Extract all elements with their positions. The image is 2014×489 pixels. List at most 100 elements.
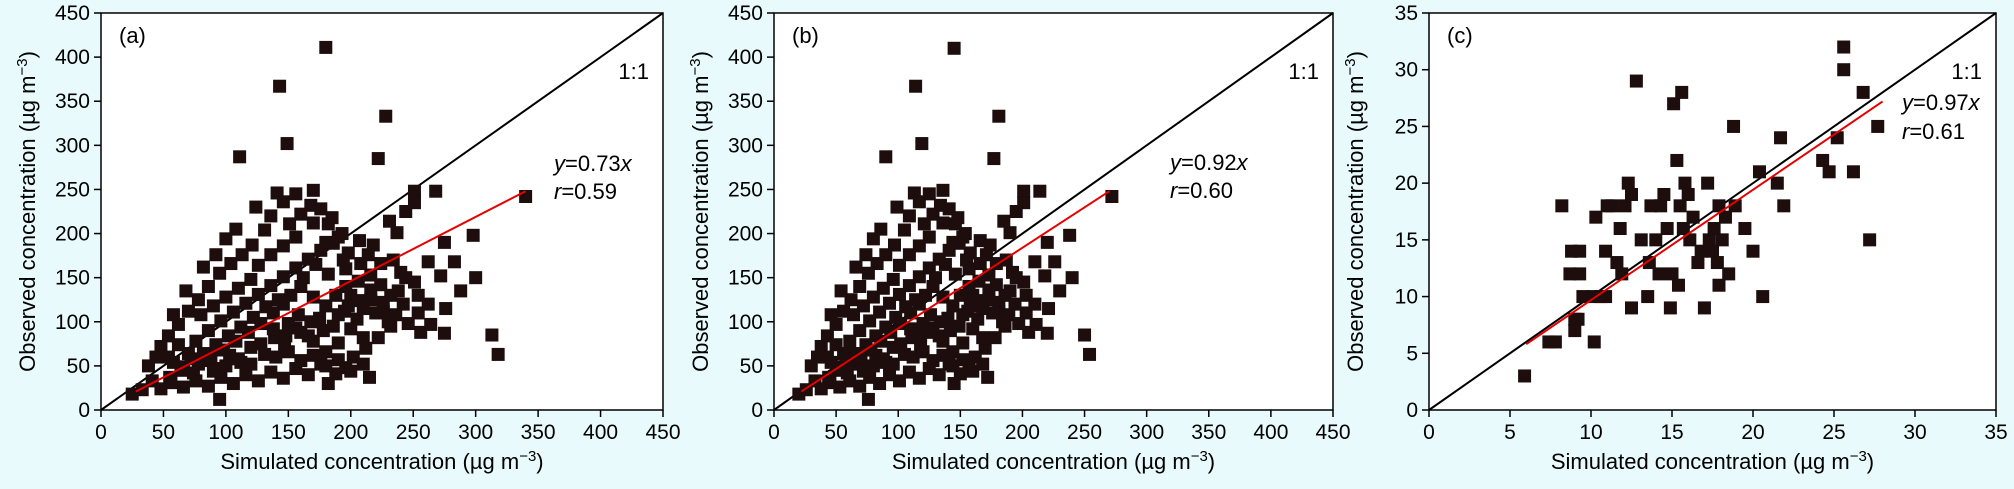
data-point (1573, 244, 1587, 258)
data-point (1599, 290, 1613, 304)
one-to-one-label: 1:1 (1951, 59, 1982, 84)
data-point (244, 357, 258, 371)
data-point (166, 355, 180, 369)
data-point (853, 324, 867, 338)
data-point (390, 226, 404, 240)
data-point (319, 235, 333, 249)
data-point (897, 223, 911, 237)
data-point (1712, 278, 1726, 292)
data-point (371, 331, 385, 345)
data-point (915, 137, 929, 151)
data-point (226, 377, 240, 391)
data-point (883, 296, 897, 310)
x-tick-label: 300 (458, 421, 493, 444)
data-point (289, 230, 303, 244)
data-point (326, 319, 340, 333)
data-point (1599, 244, 1613, 258)
data-point (928, 271, 942, 285)
x-axis-label: Simulated concentration (µg m−3) (1551, 448, 1874, 474)
data-point (1033, 184, 1047, 198)
data-point (439, 302, 453, 316)
data-point (294, 354, 308, 368)
data-point (329, 367, 343, 381)
y-tick-label: 15 (1395, 229, 1418, 252)
data-point (1618, 199, 1632, 213)
data-point (853, 279, 867, 293)
data-point (986, 306, 1000, 320)
data-point (319, 345, 333, 359)
data-point (946, 345, 960, 359)
regression-line (800, 190, 1110, 393)
x-tick-label: 250 (1067, 421, 1102, 444)
data-point (909, 293, 923, 307)
data-point (437, 235, 451, 249)
data-point (1728, 199, 1742, 213)
data-point (904, 322, 918, 336)
data-point (926, 325, 940, 339)
data-point (246, 310, 260, 324)
data-point (1605, 199, 1619, 213)
data-point (359, 341, 373, 355)
y-tick-label: 25 (1395, 115, 1418, 138)
data-point (926, 354, 940, 368)
x-tick-label: 200 (333, 421, 368, 444)
data-point (429, 184, 443, 198)
y-tick-label: 0 (751, 399, 763, 422)
data-point (947, 41, 961, 55)
data-point (932, 368, 946, 382)
data-point (1701, 176, 1715, 190)
fit-correlation: r=0.61 (1902, 119, 1965, 144)
y-axis-label: Observed concentration (µg m−3) (687, 51, 713, 372)
data-point (1694, 244, 1708, 258)
data-point (344, 364, 358, 378)
data-point (924, 308, 938, 322)
y-tick-label: 350 (55, 90, 90, 113)
data-point (336, 253, 350, 267)
one-to-one-label: 1:1 (618, 59, 649, 84)
data-point (981, 370, 995, 384)
data-point (1871, 119, 1885, 133)
data-point (912, 270, 926, 284)
data-point (363, 370, 377, 384)
chart-panel-b: 0 50 100 150 200 250 300 350 400 450 0 50 100 150 200 2… (687, 2, 1351, 474)
data-point (814, 382, 828, 396)
data-point (196, 260, 210, 274)
x-tick-label: 200 (1005, 421, 1040, 444)
y-tick-label: 450 (55, 2, 90, 25)
data-point (988, 331, 1002, 345)
data-point (319, 40, 333, 54)
data-point (1012, 317, 1026, 331)
data-point (1587, 335, 1601, 349)
data-point (814, 339, 828, 353)
data-point (933, 315, 947, 329)
data-point (1625, 301, 1638, 315)
x-tick-label: 0 (768, 421, 780, 444)
data-point (331, 336, 345, 350)
data-point (1706, 244, 1719, 258)
data-point (978, 341, 992, 355)
data-point (407, 184, 421, 198)
data-point (912, 195, 926, 209)
data-point (171, 338, 185, 352)
data-point (201, 324, 215, 338)
data-point (1816, 153, 1830, 167)
plot-frame (100, 12, 664, 411)
fit-correlation: r=0.60 (1170, 178, 1233, 203)
data-point (906, 350, 920, 364)
regression-line (1525, 100, 1884, 346)
data-point (294, 325, 308, 339)
x-axis-label: Simulated concentration (µg m−3) (220, 448, 543, 474)
data-point (154, 382, 168, 396)
data-point (892, 374, 906, 388)
y-axis-label: Observed concentration (µg m−3) (14, 51, 40, 372)
data-point (1063, 228, 1077, 242)
data-point (1017, 184, 1031, 198)
data-point (401, 317, 415, 331)
fit-equation: y=0.92x (1168, 150, 1249, 175)
data-point (902, 248, 916, 262)
data-point (1028, 255, 1042, 269)
x-tick-label: 300 (1129, 421, 1164, 444)
data-point (960, 253, 974, 267)
y-tick-label: 200 (728, 223, 763, 246)
data-point (843, 334, 857, 348)
